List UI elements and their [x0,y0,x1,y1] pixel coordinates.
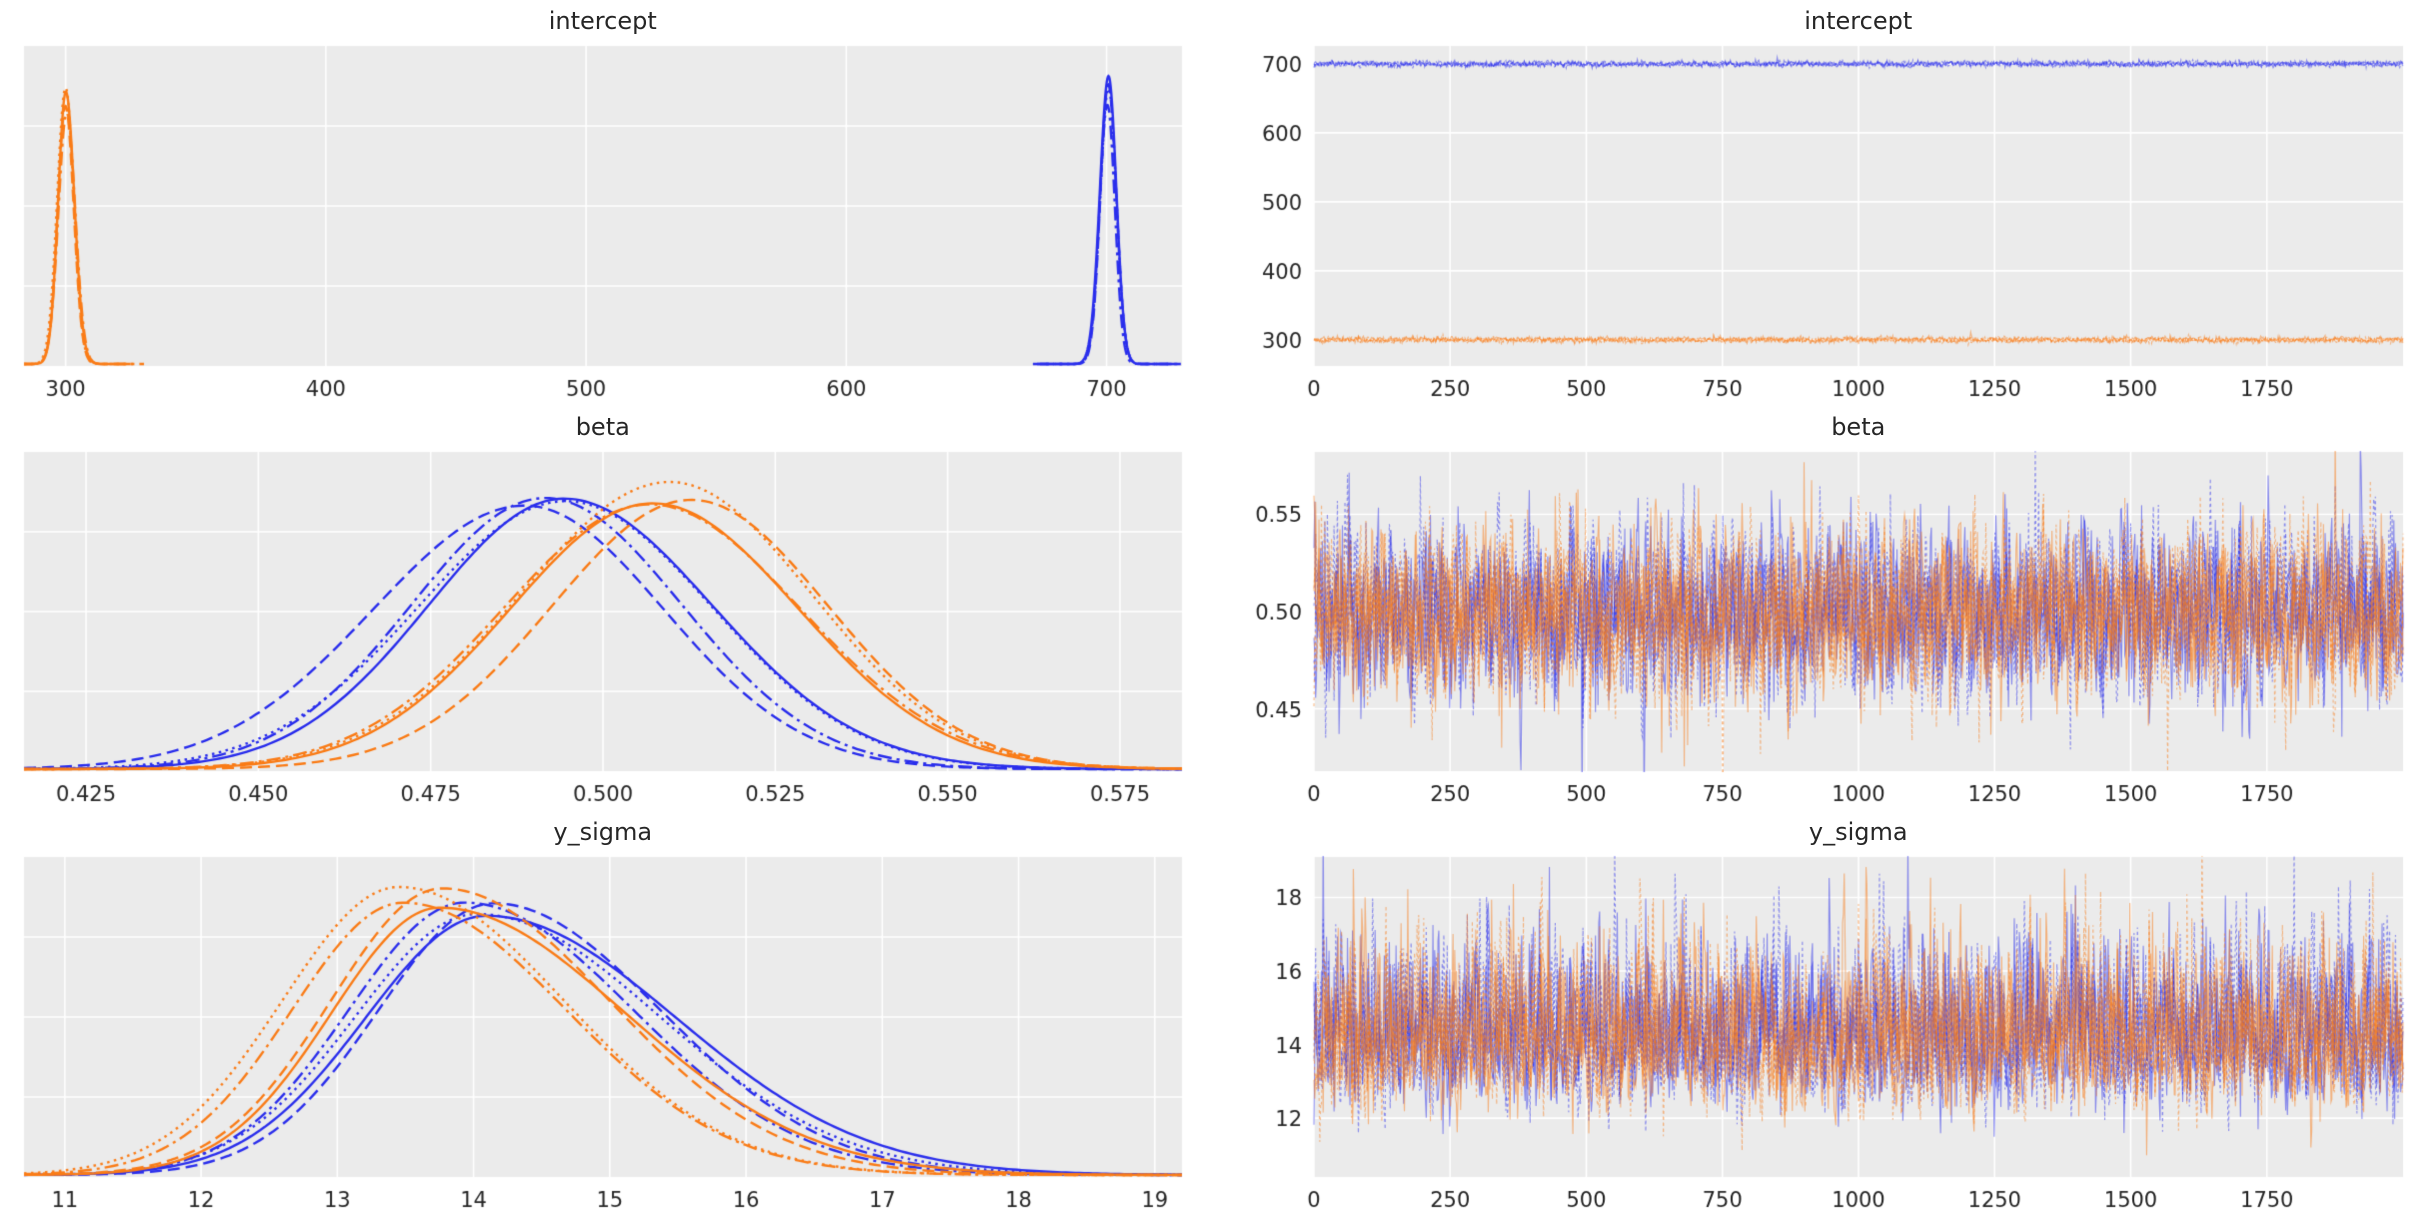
beta-posterior-kde-plot [10,443,1196,812]
subplot-title-beta-trace: beta [1831,412,1886,441]
subplot-title-y-sigma-posterior: y_sigma [553,818,653,847]
beta-trace-plot [1225,443,2411,812]
subplot-title-intercept-trace: intercept [1804,7,1913,35]
subplot-y-sigma-posterior: y_sigma [10,815,1196,1217]
subplot-title-y-sigma-trace: y_sigma [1808,818,1908,847]
subplot-intercept-posterior: intercept [10,4,1196,406]
subplot-y-sigma-trace: y_sigma [1225,815,2411,1217]
subplot-intercept-trace: intercept [1225,4,2411,406]
subplot-beta-trace: beta [1225,410,2411,812]
intercept-posterior-kde-plot [10,38,1196,406]
subplot-title-intercept-posterior: intercept [548,7,657,35]
subplot-beta-posterior: beta [10,410,1196,812]
intercept-trace-plot [1225,38,2411,406]
y-sigma-posterior-kde-plot [10,849,1196,1217]
y-sigma-trace-plot [1225,849,2411,1217]
subplot-title-beta-posterior: beta [575,412,630,441]
